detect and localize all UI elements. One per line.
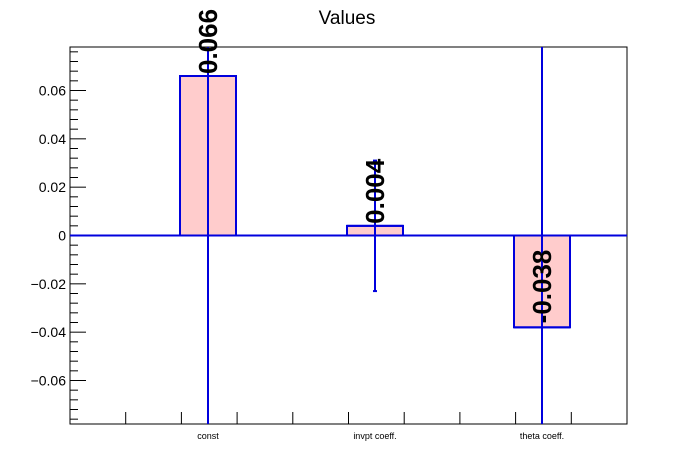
x-axis: const invpt coeff. theta coeff. [125,412,572,441]
y-tick-label: −0.04 [31,324,67,340]
value-label: 0.004 [360,158,390,224]
y-tick-label: 0 [58,228,66,244]
y-axis: −0.06 −0.04 −0.02 0 0.02 0.04 0.06 [31,51,86,420]
y-tick-label: 0.04 [39,131,66,147]
x-category-label: const [197,431,219,441]
chart-title: Values [319,8,376,29]
y-tick-label: 0.06 [39,83,66,99]
y-tick-label: −0.06 [31,373,67,389]
value-label: 0.066 [193,9,223,74]
value-labels: 0.066 0.004 -0.038 [193,9,557,323]
x-category-label: theta coeff. [520,431,564,441]
value-label: -0.038 [527,250,557,324]
y-tick-label: −0.02 [31,276,67,292]
y-tick-label: 0.02 [39,179,66,195]
x-category-label: invpt coeff. [353,431,396,441]
